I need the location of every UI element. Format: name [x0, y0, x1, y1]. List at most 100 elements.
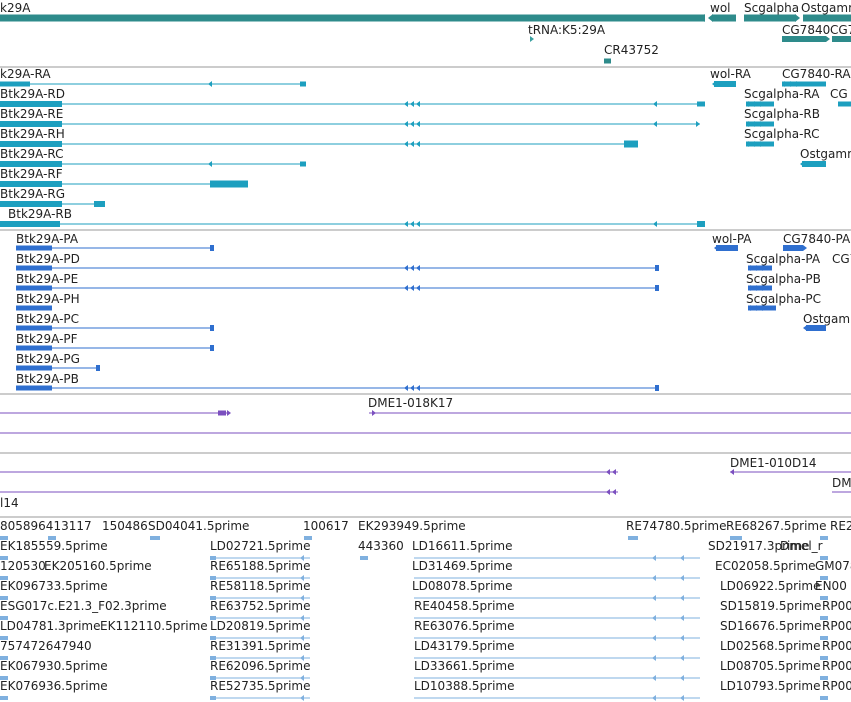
feature-label[interactable]: Scgalpha-RB [744, 107, 820, 121]
feature-label[interactable]: 100617 [303, 519, 349, 533]
feature-label[interactable]: GM078 [815, 559, 851, 573]
feature-label[interactable]: 805896413117 [0, 519, 92, 533]
feature-label[interactable]: RE2 [830, 519, 851, 533]
feature-label[interactable]: Scgalpha-PB [746, 272, 821, 286]
feature-label[interactable]: k29A-RA [0, 67, 51, 81]
feature-label[interactable]: Ostgamm [800, 147, 851, 161]
feature-label[interactable]: Btk29A-PH [16, 292, 80, 306]
feature-label[interactable]: SD04041.5prime [148, 519, 249, 533]
feature-label[interactable]: wol-PA [712, 232, 752, 246]
feature-label[interactable]: wol-RA [710, 67, 752, 81]
feature-label[interactable]: RE58118.5prime [210, 579, 311, 593]
feature-label[interactable]: LD10793.5prime [720, 679, 821, 693]
exon-block-icon [820, 656, 828, 660]
feature-label[interactable]: DM [832, 476, 851, 490]
exon-block-icon [820, 556, 828, 560]
feature-label[interactable]: LD16611.5prime [412, 539, 513, 553]
feature-label[interactable]: LD10388.5prime [414, 679, 515, 693]
feature-label[interactable]: Btk29A-PE [16, 272, 78, 286]
feature-label[interactable]: LD02721.5prime [210, 539, 311, 553]
feature-label[interactable]: Scgalpha-PC [746, 292, 821, 306]
feature-label[interactable]: l14 [0, 496, 19, 510]
feature-label[interactable]: EK096733.5prime [0, 579, 108, 593]
forward-arrow-icon [795, 14, 800, 22]
feature-label[interactable]: Btk29A-PC [16, 312, 79, 326]
feature-label[interactable]: Btk29A-RE [0, 107, 63, 121]
feature-label[interactable]: Scgalpha-RA [744, 87, 820, 101]
feature-label[interactable]: LD02568.5prime [720, 639, 821, 653]
feature-label[interactable]: CG7840-PA [783, 232, 851, 246]
feature-label[interactable]: RP00 [822, 639, 851, 653]
feature-label[interactable]: EK185559.5prime [0, 539, 108, 553]
feature-label[interactable]: CR43752 [604, 43, 659, 57]
feature-label[interactable]: ESG017c.E21.3_F02.3prime [0, 599, 167, 613]
feature-label[interactable]: EN00 [815, 579, 847, 593]
feature-label[interactable]: Ostgamm [803, 312, 851, 326]
feature-label[interactable]: Scgalpha-RC [744, 127, 820, 141]
feature-label[interactable]: Btk29A-RB [8, 207, 72, 221]
reverse-arrow-icon [416, 141, 420, 147]
feature-label[interactable]: RE52735.5prime [210, 679, 311, 693]
feature-label[interactable]: Scgalpha [744, 1, 799, 15]
feature-label[interactable]: Ostgamm [801, 1, 851, 15]
feature-label[interactable]: CG7 [830, 23, 851, 37]
feature-label[interactable]: SD16676.5prime [720, 619, 821, 633]
feature-label[interactable]: RE68267.5prime [726, 519, 827, 533]
feature-label[interactable]: RE65188.5prime [210, 559, 311, 573]
feature-label[interactable]: Scgalpha-PA [746, 252, 821, 266]
feature-label[interactable]: LD33661.5prime [414, 659, 515, 673]
feature-label[interactable]: EK076936.5prime [0, 679, 108, 693]
feature-label[interactable]: CG [830, 87, 848, 101]
feature-label[interactable]: RP00 [822, 599, 851, 613]
feature-label[interactable]: 120530 [0, 559, 46, 573]
feature-label[interactable]: RP00 [822, 659, 851, 673]
feature-label[interactable]: Btk29A-PG [16, 352, 80, 366]
feature-label[interactable]: LD31469.5prime [412, 559, 513, 573]
feature-label[interactable]: EK205160.5prime [44, 559, 152, 573]
feature-label[interactable]: EK067930.5prime [0, 659, 108, 673]
feature-label[interactable]: RE31391.5prime [210, 639, 311, 653]
reverse-arrow-icon [208, 81, 212, 87]
feature-label[interactable]: DME1-018K17 [368, 396, 453, 410]
feature-label[interactable]: LD43179.5prime [414, 639, 515, 653]
feature-label[interactable]: k29A [0, 1, 31, 15]
feature-label[interactable]: 150486 [102, 519, 148, 533]
exon-block-icon [0, 576, 8, 580]
feature-label[interactable]: Btk29A-RC [0, 147, 64, 161]
feature-label[interactable]: wol [710, 1, 731, 15]
feature-label[interactable]: 757472647940 [0, 639, 92, 653]
feature-label[interactable]: Btk29A-PB [16, 372, 79, 386]
feature-label[interactable]: RP00 [822, 679, 851, 693]
feature-label[interactable]: SD21917.3prime [708, 539, 809, 553]
feature-label[interactable]: LD20819.5prime [210, 619, 311, 633]
feature-label[interactable]: Dmel_r [780, 539, 823, 553]
exon-block-icon [94, 201, 105, 207]
feature-label[interactable]: RE74780.5prime [626, 519, 727, 533]
feature-label[interactable]: RP00 [822, 619, 851, 633]
feature-label[interactable]: Btk29A-PA [16, 232, 79, 246]
feature-label[interactable]: CG7 [832, 252, 851, 266]
feature-label[interactable]: EC02058.5prime [715, 559, 816, 573]
feature-label[interactable]: CG7840-RA [782, 67, 851, 81]
feature-label[interactable]: Btk29A-PD [16, 252, 80, 266]
feature-label[interactable]: Btk29A-RH [0, 127, 65, 141]
feature-label[interactable]: RE63752.5prime [210, 599, 311, 613]
feature-label[interactable]: Btk29A-RD [0, 87, 65, 101]
feature-label[interactable]: DME1-010D14 [730, 456, 817, 470]
feature-label[interactable]: tRNA:K5:29A [528, 23, 606, 37]
feature-label[interactable]: Btk29A-RF [0, 167, 63, 181]
feature-label[interactable]: SD15819.5prime [720, 599, 821, 613]
feature-label[interactable]: RE63076.5prime [414, 619, 515, 633]
feature-label[interactable]: 443360 [358, 539, 404, 553]
feature-label[interactable]: LD06922.5prime [720, 579, 821, 593]
feature-label[interactable]: RE62096.5prime [210, 659, 311, 673]
feature-label[interactable]: CG7840 [782, 23, 830, 37]
feature-label[interactable]: LD04781.3prime [0, 619, 101, 633]
feature-label[interactable]: LD08705.5prime [720, 659, 821, 673]
feature-label[interactable]: EK293949.5prime [358, 519, 466, 533]
feature-label[interactable]: Btk29A-RG [0, 187, 65, 201]
feature-label[interactable]: Btk29A-PF [16, 332, 78, 346]
feature-label[interactable]: EK112110.5prime [100, 619, 208, 633]
feature-label[interactable]: RE40458.5prime [414, 599, 515, 613]
feature-label[interactable]: LD08078.5prime [412, 579, 513, 593]
